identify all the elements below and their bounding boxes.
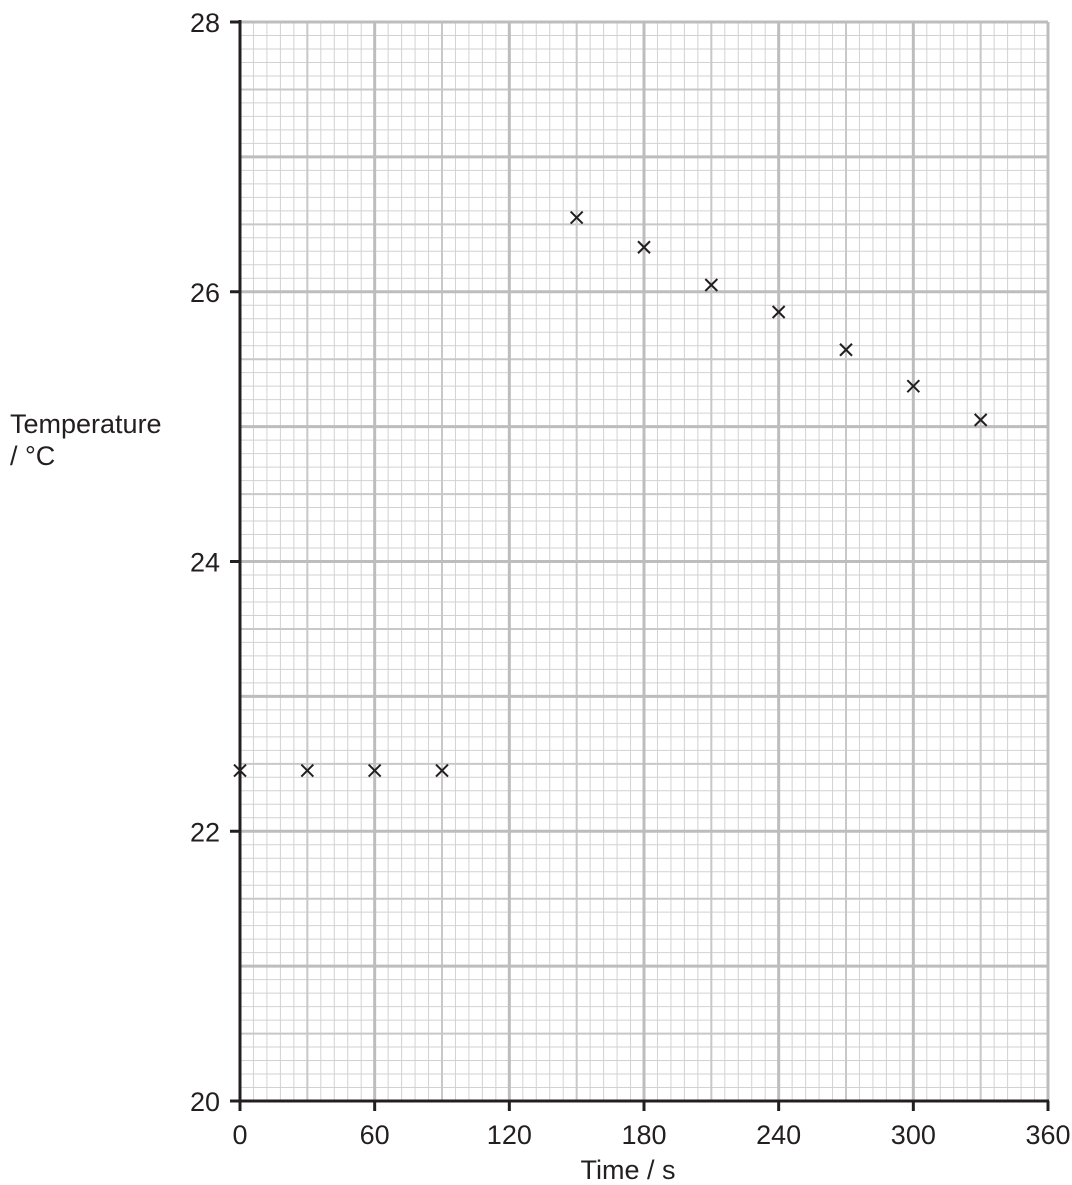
- x-tick-label: 300: [891, 1120, 936, 1150]
- x-tick-label: 180: [621, 1120, 666, 1150]
- axes: [230, 20, 1050, 1111]
- data-point: [973, 413, 988, 427]
- data-point: [233, 763, 247, 778]
- y-tick-label: 22: [190, 817, 220, 847]
- x-tick-label: 240: [756, 1120, 801, 1150]
- data-point: [906, 379, 921, 393]
- x-tick-label: 360: [1025, 1120, 1070, 1150]
- y-tick-label: 24: [190, 548, 220, 578]
- y-tick-label: 26: [190, 278, 220, 308]
- y-axis-label-line1: Temperature: [10, 409, 162, 439]
- data-point: [367, 763, 382, 778]
- data-point: [637, 240, 651, 254]
- x-tick-label: 120: [487, 1120, 532, 1150]
- data-point: [839, 343, 853, 357]
- data-point: [300, 763, 315, 778]
- data-points: [233, 210, 988, 778]
- y-axis-label-line2: / °C: [10, 441, 56, 471]
- data-point: [771, 305, 786, 319]
- data-point: [704, 278, 719, 292]
- y-axis-label: Temperature / °C: [10, 408, 162, 472]
- x-axis-label: Time / s: [580, 1155, 675, 1185]
- data-point: [569, 210, 584, 225]
- y-tick-label: 28: [190, 8, 220, 38]
- x-tick-label: 0: [232, 1120, 247, 1150]
- data-point: [435, 763, 449, 778]
- y-tick-label: 20: [190, 1087, 220, 1117]
- x-tick-label: 60: [360, 1120, 390, 1150]
- tick-labels: 20 22 24 26 28 0 60 120 180 240 300 360: [190, 8, 1071, 1150]
